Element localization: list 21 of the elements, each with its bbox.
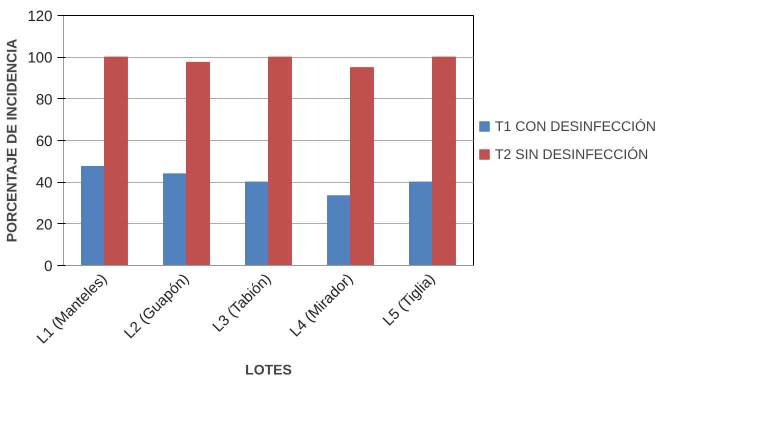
y-tick-label: 80 [36,91,53,108]
y-tick-label: 60 [36,133,53,150]
bar [186,62,210,266]
y-axis-title: PORCENTAJE DE INCIDENCIA [3,38,20,242]
bar [104,56,128,266]
bar [268,56,292,266]
y-tick-label: 100 [27,50,53,67]
y-tick-label: 0 [44,258,52,275]
bar [327,195,351,266]
bar [81,166,105,266]
x-axis-title: LOTES [245,361,292,378]
legend-label: T2 SIN DESINFECCIÓN [495,146,648,162]
bar [432,56,456,266]
bar [350,67,374,266]
y-tick-label: 120 [27,8,53,25]
bar [163,173,187,266]
y-tick-label: 40 [36,174,53,192]
bar [245,182,269,266]
legend-label: T1 CON DESINFECCIÓN [495,118,656,134]
y-tick-label: 20 [36,216,53,234]
bar [409,182,433,266]
